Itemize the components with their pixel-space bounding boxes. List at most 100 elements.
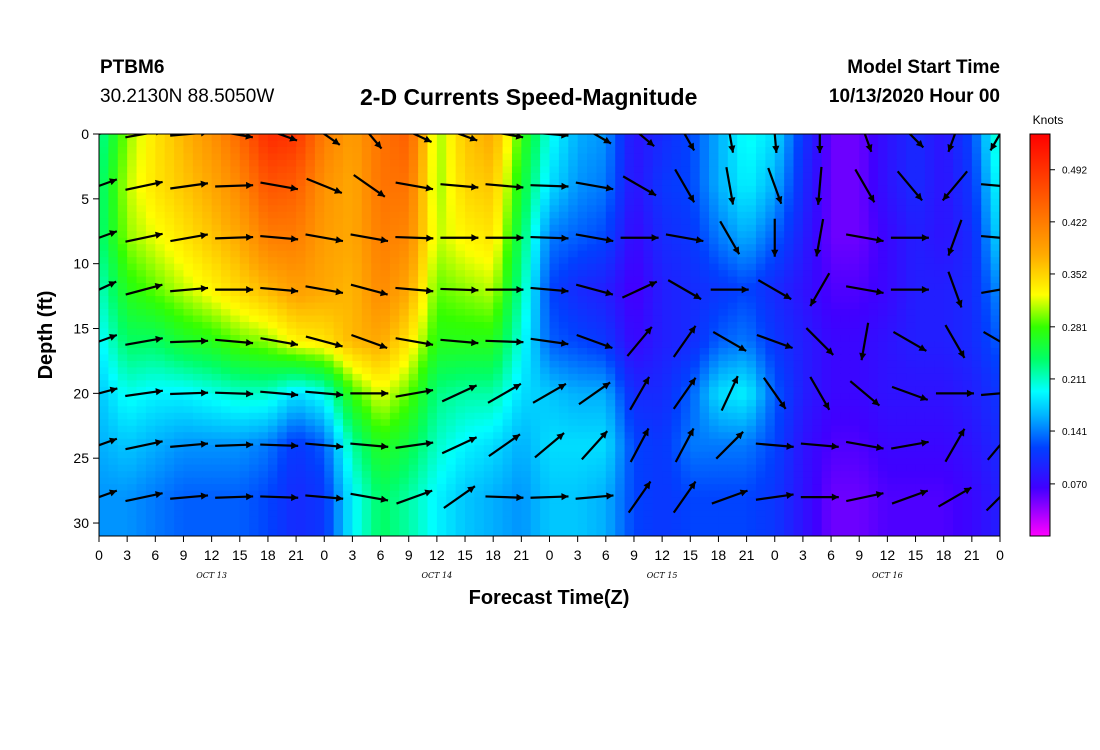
heatmap-cell xyxy=(699,179,710,187)
heatmap-cell xyxy=(127,386,138,394)
heatmap-cell xyxy=(249,328,260,336)
heatmap-cell xyxy=(371,302,382,310)
heatmap-cell xyxy=(840,140,851,148)
heatmap-cell xyxy=(718,231,729,239)
heatmap-cell xyxy=(859,224,870,232)
heatmap-cell xyxy=(746,412,757,420)
heatmap-cell xyxy=(174,380,185,388)
heatmap-cell xyxy=(802,445,813,453)
heatmap-cell xyxy=(371,153,382,161)
heatmap-cell xyxy=(877,134,888,142)
heatmap-cell xyxy=(605,166,616,174)
heatmap-cell xyxy=(192,198,203,206)
heatmap-cell xyxy=(774,328,785,336)
heatmap-cell xyxy=(108,146,119,155)
heatmap-cell xyxy=(211,432,222,440)
heatmap-cell xyxy=(399,380,410,388)
heatmap-cell xyxy=(174,335,185,343)
heatmap-cell xyxy=(221,250,231,258)
heatmap-cell xyxy=(896,425,907,433)
heatmap-cell xyxy=(699,270,710,278)
heatmap-cell xyxy=(587,192,598,200)
heatmap-cell xyxy=(333,244,344,252)
heatmap-cell xyxy=(408,172,419,180)
heatmap-cell xyxy=(174,315,185,323)
heatmap-cell xyxy=(296,354,307,362)
heatmap-cell xyxy=(577,451,588,459)
heatmap-cell xyxy=(737,451,748,459)
heatmap-cell xyxy=(596,296,607,304)
heatmap-cell xyxy=(596,237,607,245)
heatmap-cell xyxy=(296,257,307,265)
heatmap-cell xyxy=(483,373,494,381)
heatmap-cell xyxy=(352,367,363,375)
heatmap-cell xyxy=(774,360,785,369)
heatmap-cell xyxy=(680,218,691,226)
heatmap-cell xyxy=(812,179,823,187)
heatmap-cell xyxy=(267,237,278,245)
heatmap-cell xyxy=(530,399,541,407)
heatmap-cell xyxy=(502,458,513,466)
heatmap-cell xyxy=(371,244,382,252)
heatmap-cell xyxy=(502,211,513,219)
heatmap-cell xyxy=(502,172,513,180)
heatmap-cell xyxy=(164,386,175,394)
heatmap-cell xyxy=(802,237,813,245)
heatmap-cell xyxy=(840,185,851,193)
heatmap-cell xyxy=(765,432,776,440)
heatmap-cell xyxy=(680,159,691,168)
heatmap-cell xyxy=(380,244,391,252)
heatmap-cell xyxy=(483,224,494,232)
heatmap-cell xyxy=(765,263,776,271)
heatmap-cell xyxy=(549,153,560,161)
heatmap-cell xyxy=(352,341,363,349)
heatmap-cell xyxy=(934,263,945,271)
heatmap-cell xyxy=(906,250,917,258)
heatmap-cell xyxy=(221,341,231,349)
heatmap-cell xyxy=(371,322,382,330)
heatmap-cell xyxy=(953,412,964,420)
heatmap-cell xyxy=(774,380,785,388)
heatmap-cell xyxy=(765,309,776,317)
heatmap-cell xyxy=(680,328,691,336)
heatmap-cell xyxy=(211,134,222,142)
heatmap-cell xyxy=(530,386,541,394)
heatmap-cell xyxy=(859,380,870,388)
heatmap-cell xyxy=(99,341,109,349)
heatmap-cell xyxy=(746,393,757,401)
heatmap-cell xyxy=(953,263,964,271)
heatmap-cell xyxy=(821,218,832,226)
heatmap-cell xyxy=(755,438,766,446)
heatmap-cell xyxy=(709,276,720,284)
heatmap-cell xyxy=(333,283,344,291)
heatmap-cell xyxy=(361,166,372,174)
heatmap-cell xyxy=(183,231,194,239)
heatmap-cell xyxy=(671,425,682,433)
heatmap-cell xyxy=(971,198,982,206)
heatmap-cell xyxy=(577,263,588,271)
heatmap-cell xyxy=(258,347,269,356)
heatmap-cell xyxy=(680,341,691,349)
heatmap-cell xyxy=(849,354,860,362)
heatmap-cell xyxy=(718,315,729,323)
heatmap-cell xyxy=(633,198,644,206)
heatmap-cell xyxy=(436,380,447,388)
heatmap-cell xyxy=(990,270,1000,278)
heatmap-cell xyxy=(680,296,691,304)
heatmap-cell xyxy=(652,159,663,168)
heatmap-cell xyxy=(577,458,588,466)
heatmap-cell xyxy=(418,263,429,271)
heatmap-cell xyxy=(718,367,729,375)
heatmap-cell xyxy=(230,134,241,142)
heatmap-cell xyxy=(915,458,926,466)
heatmap-cell xyxy=(530,192,541,200)
heatmap-cell xyxy=(117,328,128,336)
heatmap-cell xyxy=(652,270,663,278)
heatmap-cell xyxy=(230,373,241,381)
heatmap-cell xyxy=(164,237,175,245)
heatmap-cell xyxy=(380,224,391,232)
heatmap-cell xyxy=(633,192,644,200)
heatmap-cell xyxy=(568,166,579,174)
heatmap-cell xyxy=(117,159,128,168)
heatmap-cell xyxy=(221,302,231,310)
